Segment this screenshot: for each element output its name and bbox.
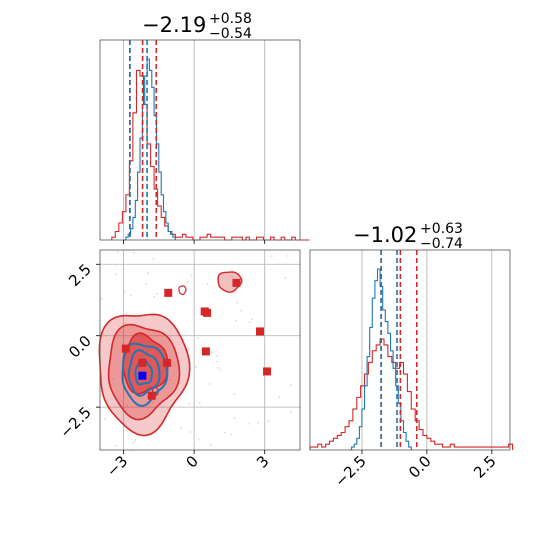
contour-a-island-2 [151, 386, 159, 397]
scatter-sample-point [188, 402, 191, 405]
scatter-sample-point [100, 297, 103, 300]
scatter-sample-point [197, 336, 200, 339]
scatter-sample-point [111, 377, 114, 380]
scatter-sample-point [189, 430, 192, 433]
scatter-sample-point [114, 273, 117, 276]
scatter-sample-point [151, 401, 154, 404]
scatter-sample-point [206, 282, 209, 285]
scatter-sample-point [197, 438, 200, 441]
scatter-sample-point [153, 295, 156, 298]
hist-x-series-b-hist [123, 58, 176, 241]
scatter-sample-point [233, 417, 236, 420]
scatter-sample-point [270, 255, 273, 258]
scatter-sample-point [114, 263, 117, 266]
scatter-marker-a-2 [203, 308, 212, 317]
scatter-sample-point [267, 419, 270, 422]
title-2-sub: −0.74 [420, 236, 463, 252]
scatter-sample-point [250, 318, 253, 321]
scatter-sample-point [194, 366, 197, 369]
scatter-sample-point [216, 360, 219, 363]
scatter-sample-point [230, 433, 233, 436]
hist-y-frame [309, 249, 511, 451]
scatter-sample-point [257, 421, 260, 424]
scatter-sample-point [208, 382, 211, 385]
scatter-sample-point [155, 292, 158, 295]
scatter-frame [99, 249, 301, 451]
scatter-sample-point [146, 272, 149, 275]
hist-y-plot-area [310, 250, 510, 450]
scatter-sample-point [240, 309, 243, 312]
scatter-sample-point [211, 351, 214, 354]
title-param-1: −2.19 +0.58 −0.54 [142, 11, 252, 42]
title-2-main: −1.02 [353, 223, 417, 247]
scatter-sample-point [290, 411, 293, 414]
scatter-marker-a-3 [232, 278, 241, 287]
scatter-sample-point [286, 255, 289, 258]
scatter-marker-a-6 [201, 347, 210, 356]
scatter-marker-highlight [138, 371, 147, 380]
title-1-main: −2.19 [142, 13, 206, 37]
scatter-marker-a-0 [164, 288, 173, 297]
scatter-sample-point [144, 282, 147, 285]
scatter-sample-point [216, 355, 219, 358]
scatter-sample-point [152, 257, 155, 260]
title-1-sub: −0.54 [209, 26, 252, 42]
scatter-sample-point [103, 418, 106, 421]
scatter-sample-point [248, 320, 251, 323]
scatter-sample-point [129, 294, 132, 297]
scatter-sample-point [290, 384, 293, 387]
contour-a-island-1 [217, 271, 243, 293]
scatter-sample-point [133, 251, 136, 254]
scatter-sample-point [126, 404, 129, 407]
title-2-sup: +0.63 [420, 221, 463, 237]
scatter-marker-a-9 [163, 358, 172, 367]
scatter-sample-point [278, 396, 281, 399]
scatter-sample-point [233, 392, 236, 395]
scatter-sample-point [134, 438, 137, 441]
scatter-sample-point [236, 301, 239, 304]
scatter-2d-panel: −3 0 3−2.50.02.5 [56, 249, 301, 480]
scatter-sample-point [115, 444, 118, 447]
contour-b-inner [134, 358, 153, 386]
scatter-sample-point [187, 347, 190, 350]
scatter-sample-point [219, 368, 222, 371]
scatter-marker-a-4 [256, 327, 264, 336]
scatter-sample-point [169, 378, 172, 381]
scatter-sample-point [223, 431, 226, 434]
scatter-marker-a-7 [121, 344, 130, 353]
scatter-sample-point [124, 290, 127, 293]
scatter-sample-point [284, 276, 287, 279]
hist-x-frame [99, 39, 301, 241]
scatter-marker-a-8 [138, 358, 147, 367]
histogram-param-1 [99, 39, 310, 244]
scatter-sample-point [122, 400, 125, 403]
scatter-sample-point [186, 281, 189, 284]
scatter-sample-point [198, 401, 201, 404]
title-1-sup: +0.58 [209, 11, 252, 27]
scatter-sample-point [247, 422, 250, 425]
scatter-sample-point [209, 444, 212, 447]
scatter-sample-point [116, 250, 119, 253]
contour-b-mid [127, 349, 161, 397]
scatter-sample-point [190, 274, 193, 277]
contour-a-island-3 [178, 285, 187, 296]
scatter-sample-point [179, 427, 182, 430]
scatter-sample-point [231, 275, 234, 278]
hist-y-series-a-hist [309, 338, 514, 450]
scatter-marker-a-10 [147, 391, 156, 400]
scatter-sample-point [235, 319, 238, 322]
scatter-sample-point [132, 441, 135, 444]
scatter-sample-point [216, 366, 219, 369]
scatter-marker-a-5 [263, 367, 272, 376]
scatter-sample-point [193, 401, 196, 404]
title-param-2: −1.02 +0.63 −0.74 [353, 221, 463, 252]
